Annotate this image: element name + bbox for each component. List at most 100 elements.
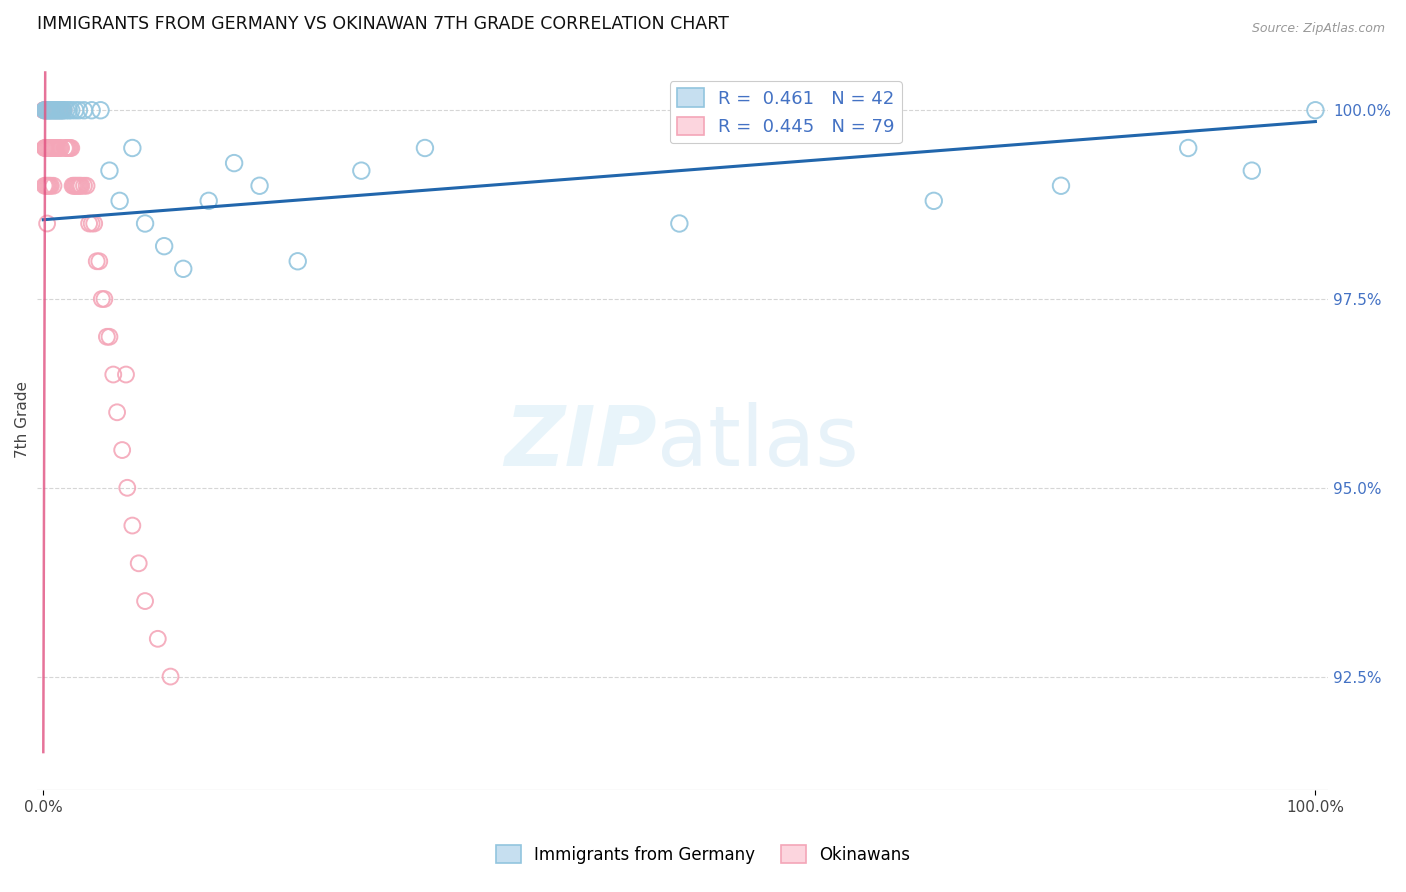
Point <box>1240 163 1263 178</box>
Point <box>49 103 72 118</box>
Point <box>49 103 72 118</box>
Point <box>37 178 59 193</box>
Point <box>53 141 76 155</box>
Point <box>52 103 75 118</box>
Point <box>172 261 194 276</box>
Point <box>44 103 66 118</box>
Point <box>197 194 219 208</box>
Point <box>39 141 62 155</box>
Point <box>96 330 118 344</box>
Point <box>34 103 56 118</box>
Point <box>62 178 84 193</box>
Point <box>80 103 103 118</box>
Point <box>117 481 139 495</box>
Point <box>73 103 96 118</box>
Point <box>39 103 62 118</box>
Point <box>38 103 60 118</box>
Point <box>63 178 86 193</box>
Point <box>52 103 75 118</box>
Point <box>37 103 59 118</box>
Point <box>83 217 105 231</box>
Legend: R =  0.461   N = 42, R =  0.445   N = 79: R = 0.461 N = 42, R = 0.445 N = 79 <box>669 81 903 144</box>
Point <box>37 217 59 231</box>
Point <box>69 178 91 193</box>
Point <box>38 141 60 155</box>
Point <box>111 443 134 458</box>
Point <box>35 103 58 118</box>
Point <box>41 103 63 118</box>
Point <box>37 141 59 155</box>
Point <box>45 141 67 155</box>
Point <box>34 141 56 155</box>
Point <box>90 292 112 306</box>
Point <box>922 194 945 208</box>
Point <box>35 103 58 118</box>
Point <box>42 103 65 118</box>
Point <box>76 178 98 193</box>
Point <box>73 178 96 193</box>
Point <box>60 141 83 155</box>
Point <box>66 178 89 193</box>
Point <box>46 103 69 118</box>
Point <box>48 103 70 118</box>
Point <box>39 178 62 193</box>
Point <box>34 141 56 155</box>
Point <box>37 103 59 118</box>
Point <box>80 217 103 231</box>
Point <box>51 103 73 118</box>
Point <box>38 178 60 193</box>
Point <box>90 103 112 118</box>
Point <box>38 103 60 118</box>
Point <box>49 141 72 155</box>
Point <box>46 103 69 118</box>
Point <box>58 103 80 118</box>
Point <box>1050 178 1073 193</box>
Point <box>93 292 115 306</box>
Point <box>134 594 156 608</box>
Point <box>103 368 125 382</box>
Point <box>1305 103 1327 118</box>
Point <box>56 141 79 155</box>
Point <box>37 178 59 193</box>
Point <box>51 103 73 118</box>
Point <box>128 557 150 571</box>
Point <box>41 103 63 118</box>
Point <box>58 141 80 155</box>
Point <box>32 103 55 118</box>
Point <box>32 103 55 118</box>
Text: IMMIGRANTS FROM GERMANY VS OKINAWAN 7TH GRADE CORRELATION CHART: IMMIGRANTS FROM GERMANY VS OKINAWAN 7TH … <box>37 15 728 33</box>
Point <box>44 141 66 155</box>
Point <box>121 141 143 155</box>
Point <box>159 669 181 683</box>
Point <box>115 368 138 382</box>
Point <box>89 254 111 268</box>
Point <box>287 254 309 268</box>
Point <box>249 178 271 193</box>
Point <box>34 103 56 118</box>
Point <box>46 141 69 155</box>
Y-axis label: 7th Grade: 7th Grade <box>15 382 30 458</box>
Point <box>77 217 100 231</box>
Point <box>86 254 108 268</box>
Point <box>44 103 66 118</box>
Point <box>42 103 65 118</box>
Point <box>37 141 59 155</box>
Point <box>48 103 70 118</box>
Point <box>60 103 83 118</box>
Point <box>98 163 121 178</box>
Point <box>224 156 246 170</box>
Point <box>65 178 87 193</box>
Text: Source: ZipAtlas.com: Source: ZipAtlas.com <box>1251 22 1385 36</box>
Point <box>39 103 62 118</box>
Point <box>35 141 58 155</box>
Point <box>67 103 90 118</box>
Point <box>63 103 86 118</box>
Point <box>98 330 121 344</box>
Point <box>49 103 72 118</box>
Point <box>35 178 58 193</box>
Point <box>45 103 67 118</box>
Point <box>37 103 59 118</box>
Point <box>146 632 169 646</box>
Point <box>105 405 128 419</box>
Text: atlas: atlas <box>657 401 859 483</box>
